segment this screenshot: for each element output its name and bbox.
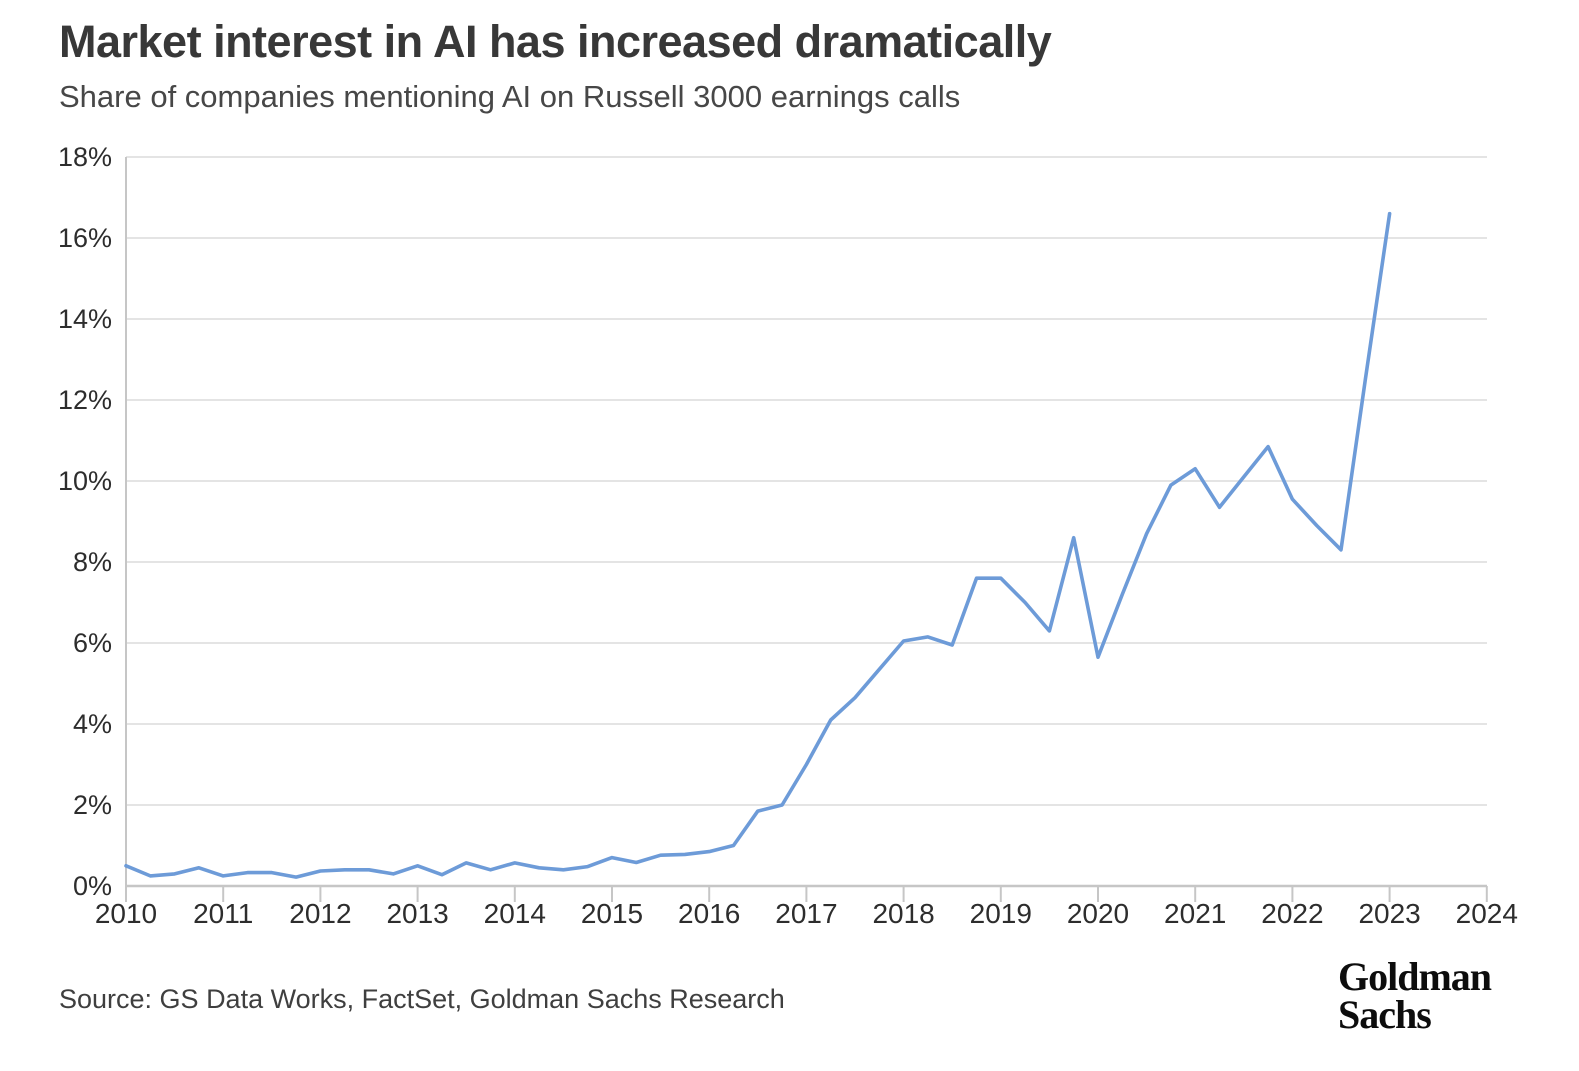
chart-subtitle: Share of companies mentioning AI on Russ…	[59, 79, 961, 114]
y-tick-label: 12%	[58, 385, 112, 415]
x-tick-label: 2010	[95, 898, 157, 929]
chart-title: Market interest in AI has increased dram…	[59, 16, 1052, 67]
x-tick-label: 2015	[581, 898, 643, 929]
y-tick-label: 18%	[58, 142, 112, 172]
y-tick-label: 0%	[73, 871, 112, 901]
x-tick-label: 2020	[1067, 898, 1129, 929]
source-text: Source: GS Data Works, FactSet, Goldman …	[59, 984, 785, 1014]
data-line	[124, 211, 1392, 879]
x-tick-label: 2011	[193, 898, 253, 929]
goldman-sachs-logo: Goldman Sachs	[1338, 954, 1492, 1037]
x-tick-label: 2014	[484, 898, 546, 929]
logo-line-1: Goldman	[1338, 954, 1492, 999]
x-tick-label: 2013	[386, 898, 448, 929]
y-tick-label: 6%	[73, 628, 112, 658]
x-tick-label: 2023	[1358, 898, 1420, 929]
x-tick-label: 2012	[289, 898, 351, 929]
x-axis-labels: 2010 2011 2012 2013 2014 2015 2016 2017 2018 2019…	[95, 898, 1518, 929]
y-tick-label: 2%	[73, 790, 112, 820]
x-tick-label: 2018	[872, 898, 934, 929]
x-tick-label: 2019	[970, 898, 1032, 929]
x-tick-label: 2016	[678, 898, 740, 929]
x-ticks	[125, 886, 1488, 902]
y-tick-label: 8%	[73, 547, 112, 577]
x-tick-label: 2022	[1261, 898, 1323, 929]
y-axis-labels: 0% 2% 4% 6% 8% 10% 12% 14% 16% 18%	[58, 142, 112, 901]
x-tick-label: 2024	[1456, 898, 1518, 929]
x-tick-label: 2017	[775, 898, 837, 929]
logo-line-2: Sachs	[1338, 992, 1432, 1037]
x-tick-label: 2021	[1164, 898, 1226, 929]
y-tick-label: 10%	[58, 466, 112, 496]
y-tick-label: 14%	[58, 304, 112, 334]
y-tick-label: 16%	[58, 223, 112, 253]
y-gridlines	[126, 156, 1487, 888]
y-tick-label: 4%	[73, 709, 112, 739]
